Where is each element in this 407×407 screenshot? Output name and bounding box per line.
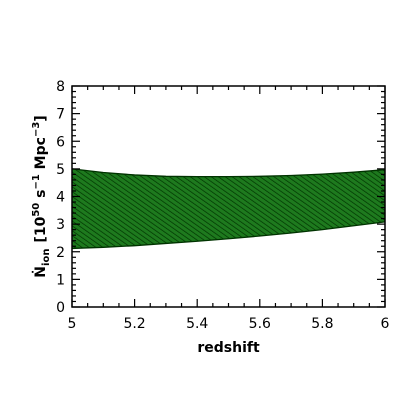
y-tick-label: 2 bbox=[56, 245, 65, 261]
y-tick-label: 7 bbox=[56, 107, 65, 123]
confidence-band-layer bbox=[71, 168, 386, 250]
y-axis-label: Ṅion [1050 s−1 Mpc−3] bbox=[31, 115, 52, 277]
y-tick-label: 3 bbox=[56, 217, 65, 233]
x-tick-label: 6 bbox=[381, 316, 390, 332]
x-tick-label: 5 bbox=[68, 316, 77, 332]
y-tick-label: 8 bbox=[56, 79, 65, 95]
band-lower-edge-0 bbox=[71, 221, 386, 250]
y-label-symbol: Ṅ bbox=[32, 266, 49, 278]
y-tick-label: 6 bbox=[56, 134, 65, 150]
x-axis-label: redshift bbox=[197, 340, 260, 356]
band-upper-edge-0 bbox=[71, 168, 386, 178]
y-tick-label: 5 bbox=[56, 162, 65, 178]
x-tick-label: 5.6 bbox=[249, 316, 271, 332]
band-area-0 bbox=[72, 168, 385, 249]
y-label-open: [10 bbox=[33, 216, 49, 242]
x-tick-label: 5.4 bbox=[186, 316, 208, 332]
y-label-close: ] bbox=[33, 115, 49, 121]
y-label-mid: s bbox=[33, 190, 49, 203]
y-label-exp1: 50 bbox=[31, 203, 42, 217]
y-tick-label: 0 bbox=[56, 300, 65, 316]
x-tick-label: 5.8 bbox=[311, 316, 333, 332]
y-label-exp2: −1 bbox=[31, 174, 42, 189]
y-tick-label: 1 bbox=[56, 272, 65, 288]
y-tick-label: 4 bbox=[56, 190, 65, 206]
tick-layer: 5 5.2 5.4 5.6 5.8 6 0 1 2 3 4 5 6 7 8 bbox=[56, 79, 389, 332]
x-tick-label: 5.2 bbox=[123, 316, 145, 332]
y-label-subscript: ion bbox=[41, 249, 52, 266]
y-label-exp3: −3 bbox=[31, 122, 42, 137]
y-label-unit: Mpc bbox=[33, 137, 49, 174]
